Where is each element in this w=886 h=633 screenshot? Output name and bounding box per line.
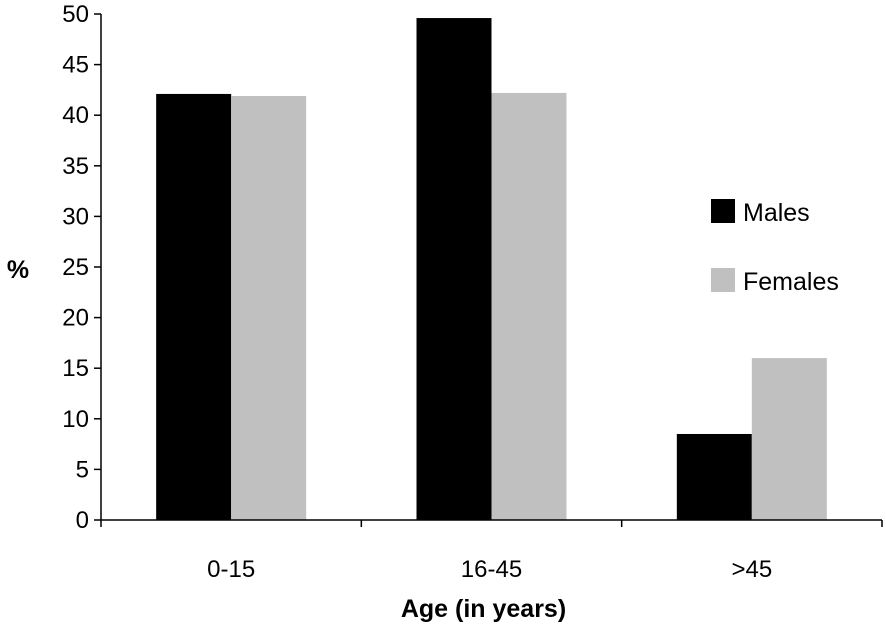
x-axis-ticks: 0-15 16-45 >45 [100, 520, 883, 583]
bar-females-1 [231, 95, 307, 521]
bar-males-1 [156, 93, 232, 520]
y-axis-ticks: 0 5 10 15 20 25 30 35 40 45 50 [62, 1, 101, 534]
y-tick-label: 10 [62, 406, 89, 433]
y-tick-label: 15 [62, 355, 89, 382]
y-tick-label: 50 [62, 1, 89, 28]
bar-males-3 [676, 433, 752, 520]
y-tick-label: 25 [62, 254, 89, 281]
bars-group [156, 18, 827, 521]
legend-swatch-females [711, 268, 735, 292]
x-axis-title: Age (in years) [401, 595, 566, 623]
bar-females-3 [751, 358, 827, 520]
bar-males-2 [416, 18, 492, 520]
y-tick-label: 0 [76, 507, 89, 534]
bar-females-2 [491, 92, 567, 520]
legend-swatch-males [711, 199, 735, 223]
y-tick-label: 35 [62, 153, 89, 180]
x-tick-label: >45 [731, 556, 772, 583]
y-tick-label: 5 [76, 456, 89, 483]
legend-label-females: Females [743, 268, 839, 296]
y-tick-label: 20 [62, 305, 89, 332]
y-tick-label: 45 [62, 52, 89, 79]
y-tick-label: 40 [62, 102, 89, 129]
legend: Males Females [711, 199, 839, 296]
x-tick-label: 0-15 [207, 556, 255, 583]
y-tick-label: 30 [62, 203, 89, 230]
x-tick-label: 16-45 [461, 556, 522, 583]
y-axis-title: % [7, 256, 29, 284]
legend-label-males: Males [743, 199, 810, 227]
